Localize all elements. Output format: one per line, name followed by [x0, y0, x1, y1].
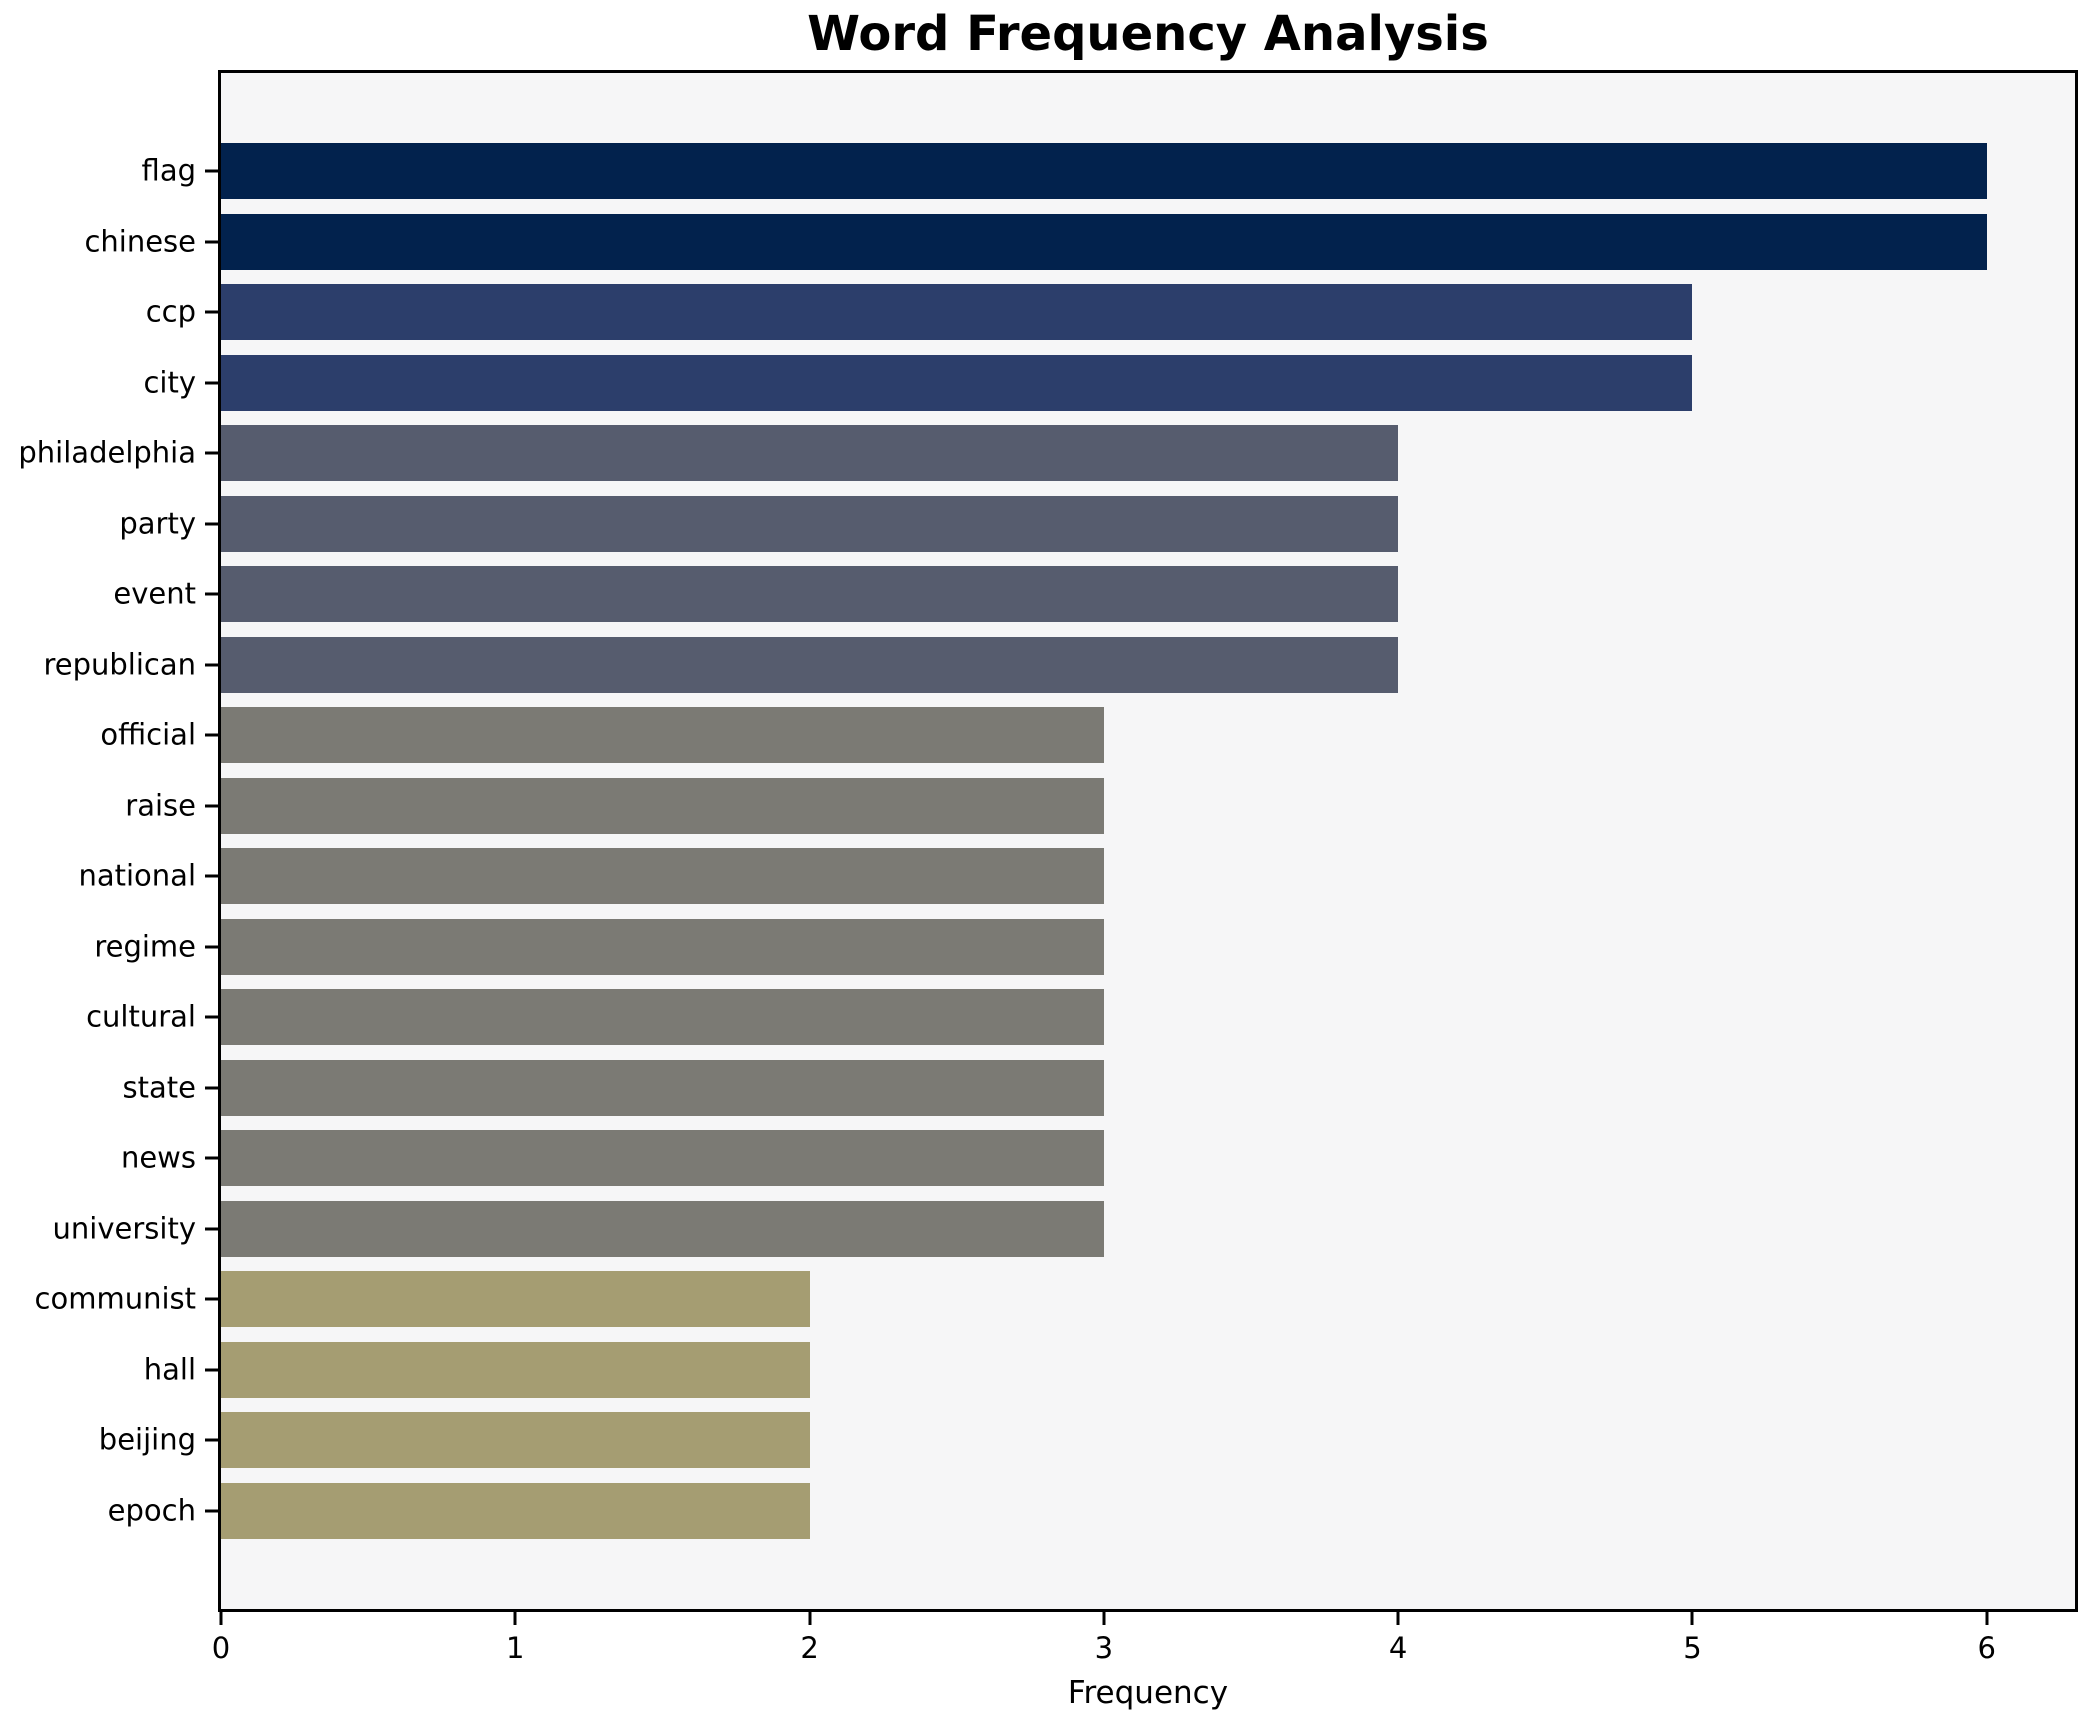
x-tick-label: 5: [1683, 1631, 1702, 1665]
x-tick-mark: [1690, 1612, 1694, 1625]
bar-national: [221, 848, 1104, 905]
y-tick-label: beijing: [98, 1422, 196, 1457]
y-tick-label: official: [100, 717, 196, 752]
x-tick-mark: [1102, 1612, 1106, 1625]
x-tick-mark: [1396, 1612, 1400, 1625]
bar-event: [221, 566, 1399, 623]
x-tick-mark: [808, 1612, 812, 1625]
bar-news: [221, 1130, 1104, 1187]
y-tick-mark: [205, 451, 218, 455]
bar-beijing: [221, 1412, 810, 1469]
plot-area: [218, 70, 2078, 1612]
y-tick-mark: [205, 804, 218, 808]
bar-communist: [221, 1271, 810, 1328]
y-tick-mark: [205, 1156, 218, 1160]
bar-epoch: [221, 1482, 810, 1539]
y-tick-label: cultural: [86, 999, 196, 1034]
bar-ccp: [221, 284, 1693, 341]
y-tick-label: news: [120, 1140, 196, 1175]
y-tick-mark: [205, 522, 218, 526]
bar-cultural: [221, 989, 1104, 1046]
chart-title: Word Frequency Analysis: [807, 6, 1489, 62]
bar-republican: [221, 636, 1399, 693]
y-tick-mark: [205, 169, 218, 173]
y-tick-mark: [205, 381, 218, 385]
y-tick-label: communist: [34, 1281, 196, 1316]
y-tick-label: event: [113, 576, 196, 611]
x-tick-mark: [1985, 1612, 1989, 1625]
y-tick-label: university: [52, 1211, 196, 1246]
y-tick-label: city: [143, 365, 196, 400]
bar-hall: [221, 1341, 810, 1398]
y-tick-label: hall: [143, 1352, 196, 1387]
y-tick-label: philadelphia: [18, 435, 196, 470]
y-tick-label: state: [122, 1070, 196, 1105]
x-tick-label: 3: [1094, 1631, 1114, 1665]
y-tick-label: raise: [125, 788, 196, 823]
y-tick-mark: [205, 592, 218, 596]
x-tick-label: 1: [506, 1631, 525, 1665]
bar-party: [221, 495, 1399, 552]
bar-flag: [221, 143, 1987, 200]
y-tick-label: party: [119, 506, 196, 541]
bar-philadelphia: [221, 425, 1399, 482]
y-tick-mark: [205, 1509, 218, 1513]
bar-state: [221, 1059, 1104, 1116]
y-tick-label: ccp: [145, 294, 196, 329]
bar-official: [221, 707, 1104, 764]
x-axis-title: Frequency: [1067, 1675, 1229, 1711]
y-tick-mark: [205, 1227, 218, 1231]
y-tick-mark: [205, 1368, 218, 1372]
bar-chinese: [221, 213, 1987, 270]
y-tick-mark: [205, 310, 218, 314]
bar-regime: [221, 918, 1104, 975]
x-tick-label: 6: [1977, 1631, 1996, 1665]
x-tick-mark: [513, 1612, 517, 1625]
bar-university: [221, 1200, 1104, 1257]
y-tick-label: national: [78, 858, 196, 893]
bar-raise: [221, 777, 1104, 834]
y-tick-mark: [205, 1086, 218, 1090]
y-tick-mark: [205, 945, 218, 949]
y-tick-mark: [205, 663, 218, 667]
x-tick-label: 0: [211, 1631, 231, 1665]
y-tick-label: chinese: [84, 224, 196, 259]
y-tick-mark: [205, 874, 218, 878]
y-tick-mark: [205, 733, 218, 737]
y-tick-mark: [205, 1297, 218, 1301]
y-tick-mark: [205, 1015, 218, 1019]
y-tick-label: republican: [43, 647, 196, 682]
y-tick-mark: [205, 1438, 218, 1442]
y-tick-label: flag: [141, 153, 196, 188]
y-tick-label: epoch: [107, 1493, 196, 1528]
bar-city: [221, 354, 1693, 411]
x-tick-label: 4: [1388, 1631, 1408, 1665]
y-tick-label: regime: [94, 929, 196, 964]
x-tick-mark: [219, 1612, 223, 1625]
y-tick-mark: [205, 240, 218, 244]
x-tick-label: 2: [800, 1631, 819, 1665]
